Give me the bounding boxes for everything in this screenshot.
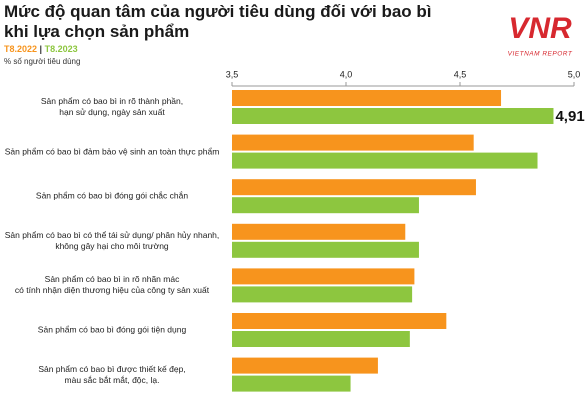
category-label: Sản phẩm có bao bì đóng gói chắc chắn [35, 190, 189, 201]
bar [232, 357, 378, 374]
bar [232, 90, 502, 106]
subtitle: % số người tiêu dùng [4, 57, 81, 66]
bar [232, 197, 419, 214]
bar [232, 108, 554, 124]
category-label: Sản phẩm có bao bì có thể tái sử dụng/ p… [4, 229, 220, 251]
bar [232, 268, 415, 285]
x-tick-label: 3,5 [226, 69, 239, 79]
bar [232, 152, 538, 169]
bar [232, 313, 447, 329]
logo-text: VIETNAM REPORT [508, 51, 573, 58]
category-label: Sản phẩm có bao bì đóng gói tiện dụng [37, 324, 187, 335]
bar [232, 375, 351, 392]
category-label: Sản phẩm có bao bì in rõ nhãn mác có tín… [14, 274, 210, 296]
chart-title: Mức độ quan tâm của người tiêu dùng đối … [4, 2, 432, 41]
legend-entry: T8.2022 [4, 44, 38, 54]
bar [232, 223, 406, 240]
bar [232, 241, 419, 258]
legend: T8.2022 | T8.2023 [4, 44, 78, 54]
category-label: Sản phẩm có bao bì in rõ thành phần, hạn… [40, 96, 184, 117]
x-tick-label: 5,0 [568, 69, 581, 79]
logo-mark: VNR [508, 12, 572, 45]
bar [232, 286, 413, 303]
category-label: Sản phẩm có bao bì được thiết kế đẹp, mà… [38, 363, 186, 385]
x-tick-label: 4,0 [340, 69, 353, 79]
bar [232, 134, 474, 151]
bar [232, 331, 410, 347]
category-label: Sản phẩm có bao bì đảm bảo vệ sinh an to… [4, 146, 220, 157]
value-label: 4,91 [555, 108, 584, 125]
x-tick-label: 4,5 [454, 69, 467, 79]
legend-entry: T8.2023 [44, 44, 78, 54]
bar [232, 179, 476, 196]
